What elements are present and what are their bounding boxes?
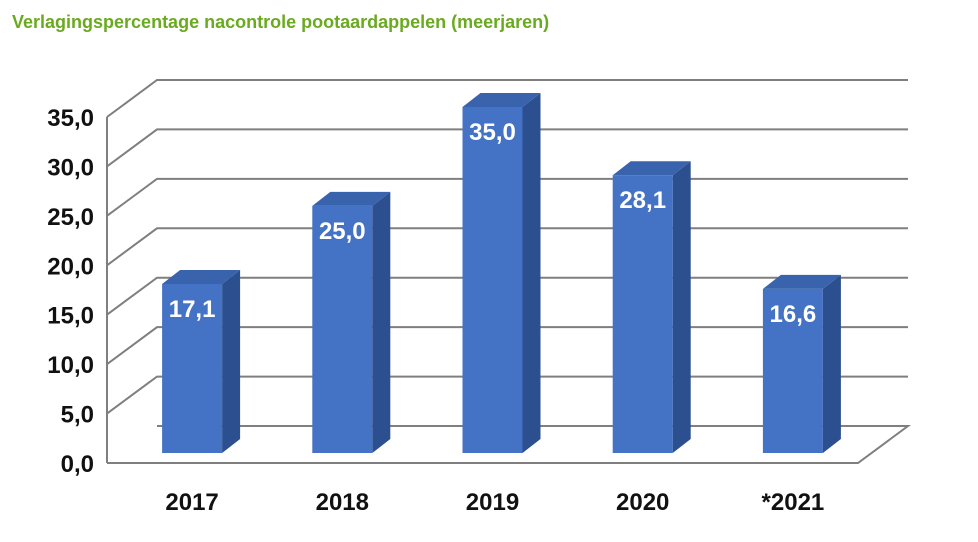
data-label: 16,6 — [770, 301, 817, 328]
y-tick-label: 15,0 — [47, 303, 94, 330]
bar — [312, 191, 391, 453]
bar-top — [762, 274, 841, 289]
x-tick-label: 2019 — [466, 489, 519, 516]
y-tick-label: 0,0 — [61, 451, 94, 478]
bars — [162, 93, 841, 453]
bar-top — [612, 161, 691, 176]
bar-front — [762, 288, 823, 453]
data-label: 35,0 — [469, 119, 516, 146]
bar-front — [162, 283, 223, 453]
y-tick-label: 30,0 — [47, 154, 94, 181]
bar-top — [462, 93, 541, 107]
x-tick-label: *2021 — [762, 489, 825, 516]
bar-front — [462, 107, 523, 453]
y-tick-label: 10,0 — [47, 352, 94, 379]
bar-side — [372, 191, 391, 453]
bar-front — [612, 175, 673, 453]
bar — [162, 269, 241, 453]
chart-title: Verlagingspercentage nacontrole pootaard… — [12, 12, 550, 32]
data-label: 28,1 — [619, 187, 666, 214]
data-label: 17,1 — [169, 296, 216, 323]
gridline — [106, 79, 908, 118]
x-axis-tick-labels: 2017 2018 2019 2020 *2021 — [165, 489, 824, 516]
y-axis-tick-labels: 0,0 5,0 10,0 15,0 20,0 25,0 30,0 35,0 — [47, 105, 94, 478]
bar — [612, 161, 691, 453]
y-tick-label: 35,0 — [47, 105, 94, 132]
bar-top — [162, 269, 241, 284]
bar-front — [312, 205, 373, 453]
y-tick-label: 20,0 — [47, 253, 94, 280]
x-tick-label: 2020 — [616, 489, 669, 516]
data-label: 25,0 — [319, 218, 366, 245]
x-tick-label: 2017 — [165, 489, 218, 516]
bar-top — [312, 191, 391, 206]
bar-side — [522, 93, 541, 453]
bar-side — [222, 269, 241, 453]
y-tick-label: 25,0 — [47, 204, 94, 231]
bar-side — [672, 161, 691, 453]
gridline — [106, 128, 908, 168]
y-tick-label: 5,0 — [61, 402, 94, 429]
data-labels: 17,1 25,0 35,0 28,1 16,6 — [169, 119, 817, 328]
bar — [762, 274, 841, 453]
bar — [462, 93, 541, 453]
bar-side — [822, 274, 841, 453]
x-tick-label: 2018 — [316, 489, 369, 516]
